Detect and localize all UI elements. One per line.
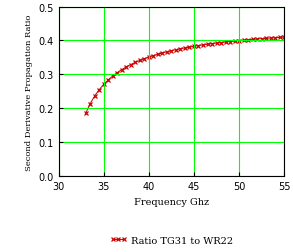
X-axis label: Frequency Ghz: Frequency Ghz (134, 197, 209, 206)
Y-axis label: Second Derivative Propagation Ratio: Second Derivative Propagation Ratio (25, 14, 33, 170)
Ratio TG31 to WR22 (188, 46, 191, 49)
Ratio TG31 to WR22 (246, 39, 250, 42)
Ratio TG31 to WR22 (269, 37, 272, 40)
Ratio TG31 to WR22 (282, 37, 286, 40)
Ratio TG31 to WR22 (197, 45, 200, 48)
Ratio TG31 to WR22 (206, 44, 209, 47)
Legend: Ratio TG31 to WR22: Ratio TG31 to WR22 (106, 232, 237, 249)
Ratio TG31 to WR22 (251, 39, 254, 42)
Ratio TG31 to WR22 (106, 79, 110, 82)
Ratio TG31 to WR22 (179, 48, 182, 51)
Ratio TG31 to WR22 (98, 89, 101, 92)
Ratio TG31 to WR22 (210, 43, 214, 46)
Ratio TG31 to WR22 (143, 58, 146, 61)
Ratio TG31 to WR22 (93, 95, 96, 98)
Ratio TG31 to WR22 (156, 53, 160, 56)
Ratio TG31 to WR22 (161, 52, 164, 55)
Ratio TG31 to WR22 (134, 61, 137, 65)
Ratio TG31 to WR22 (120, 69, 124, 72)
Line: Ratio TG31 to WR22: Ratio TG31 to WR22 (83, 36, 287, 116)
Ratio TG31 to WR22 (147, 56, 151, 59)
Ratio TG31 to WR22 (233, 40, 236, 43)
Ratio TG31 to WR22 (174, 49, 178, 52)
Ratio TG31 to WR22 (278, 37, 282, 40)
Ratio TG31 to WR22 (264, 38, 268, 41)
Ratio TG31 to WR22 (219, 42, 223, 45)
Ratio TG31 to WR22 (165, 51, 169, 54)
Ratio TG31 to WR22 (102, 83, 105, 86)
Ratio TG31 to WR22 (170, 50, 173, 53)
Ratio TG31 to WR22 (183, 47, 187, 50)
Ratio TG31 to WR22 (88, 103, 92, 106)
Ratio TG31 to WR22 (228, 41, 232, 44)
Ratio TG31 to WR22 (192, 46, 196, 49)
Ratio TG31 to WR22 (201, 44, 205, 47)
Ratio TG31 to WR22 (84, 112, 87, 115)
Ratio TG31 to WR22 (260, 38, 263, 41)
Ratio TG31 to WR22 (224, 41, 227, 44)
Ratio TG31 to WR22 (111, 75, 115, 78)
Ratio TG31 to WR22 (242, 40, 245, 43)
Ratio TG31 to WR22 (215, 42, 218, 45)
Ratio TG31 to WR22 (115, 72, 119, 75)
Ratio TG31 to WR22 (125, 66, 128, 69)
Ratio TG31 to WR22 (151, 55, 155, 58)
Ratio TG31 to WR22 (237, 40, 241, 43)
Ratio TG31 to WR22 (138, 60, 142, 63)
Ratio TG31 to WR22 (273, 37, 277, 40)
Ratio TG31 to WR22 (129, 64, 132, 67)
Ratio TG31 to WR22 (255, 38, 259, 41)
